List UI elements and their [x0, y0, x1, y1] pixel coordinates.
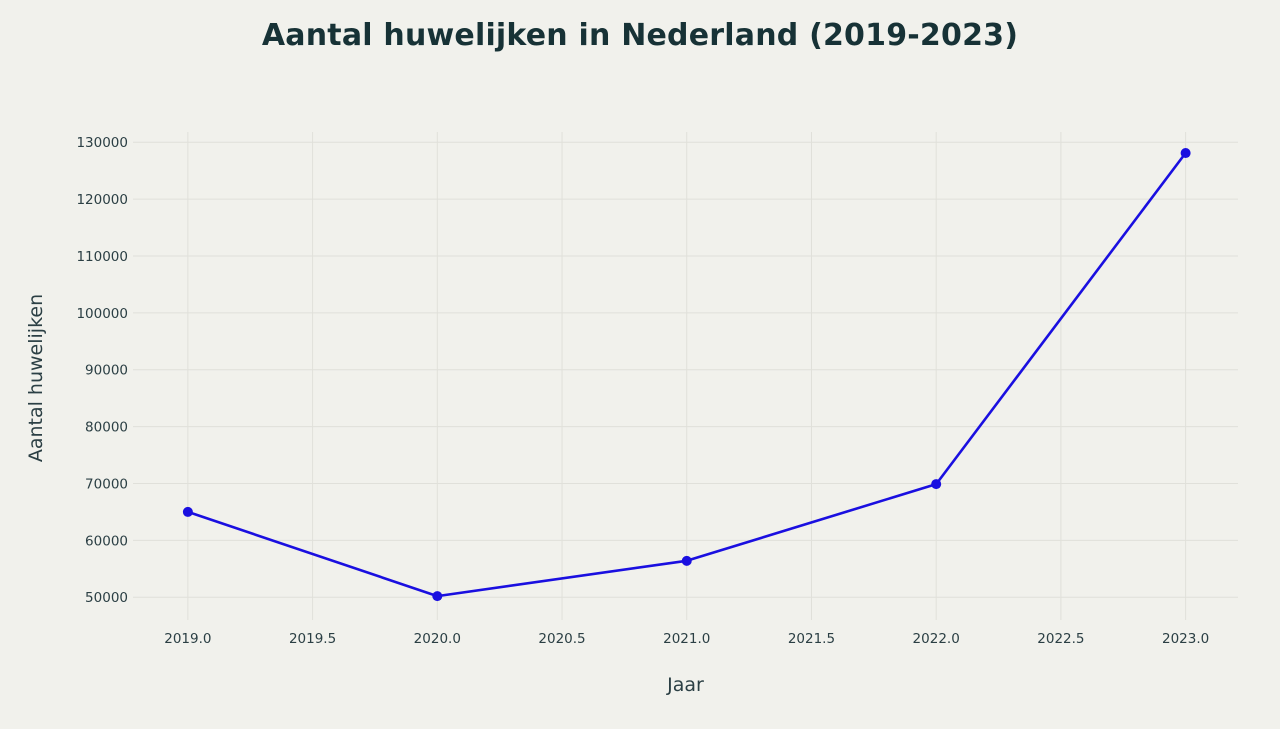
- x-tick-label: 2020.0: [414, 631, 461, 647]
- y-tick-label: 100000: [76, 306, 128, 322]
- data-point: [432, 591, 443, 602]
- y-tick-label: 80000: [85, 420, 128, 436]
- data-point: [1180, 148, 1191, 159]
- x-tick-label: 2021.5: [788, 631, 835, 647]
- y-tick-label: 120000: [76, 192, 128, 208]
- y-tick-label: 50000: [85, 590, 128, 606]
- x-tick-labels: 2019.0 2019.5 2020.0 2020.5 2021.0 2021.5 2022…: [164, 631, 1209, 647]
- x-tick-label: 2020.5: [538, 631, 585, 647]
- data-point: [931, 479, 942, 490]
- x-gridlines: [187, 132, 1187, 620]
- data-points: [182, 148, 1191, 602]
- y-axis-title: Aantal huwelijken: [25, 294, 47, 462]
- y-tick-label: 110000: [76, 249, 128, 265]
- data-point: [681, 555, 692, 566]
- x-axis-title: Jaar: [666, 674, 704, 696]
- x-tick-label: 2023.0: [1162, 631, 1209, 647]
- y-gridlines: [133, 141, 1238, 598]
- y-tick-label: 70000: [85, 476, 128, 492]
- x-tick-label: 2022.0: [913, 631, 960, 647]
- y-tick-label: 90000: [85, 363, 128, 379]
- x-tick-label: 2022.5: [1037, 631, 1084, 647]
- y-tick-label: 130000: [76, 135, 128, 151]
- data-point: [182, 506, 193, 517]
- x-tick-label: 2021.0: [663, 631, 710, 647]
- x-tick-label: 2019.0: [164, 631, 211, 647]
- y-tick-label: 60000: [85, 533, 128, 549]
- x-tick-label: 2019.5: [289, 631, 336, 647]
- chart-title: Aantal huwelijken in Nederland (2019-202…: [261, 18, 1019, 53]
- y-tick-labels: 50000 60000 70000 80000 90000 100000 110000 120…: [76, 135, 128, 606]
